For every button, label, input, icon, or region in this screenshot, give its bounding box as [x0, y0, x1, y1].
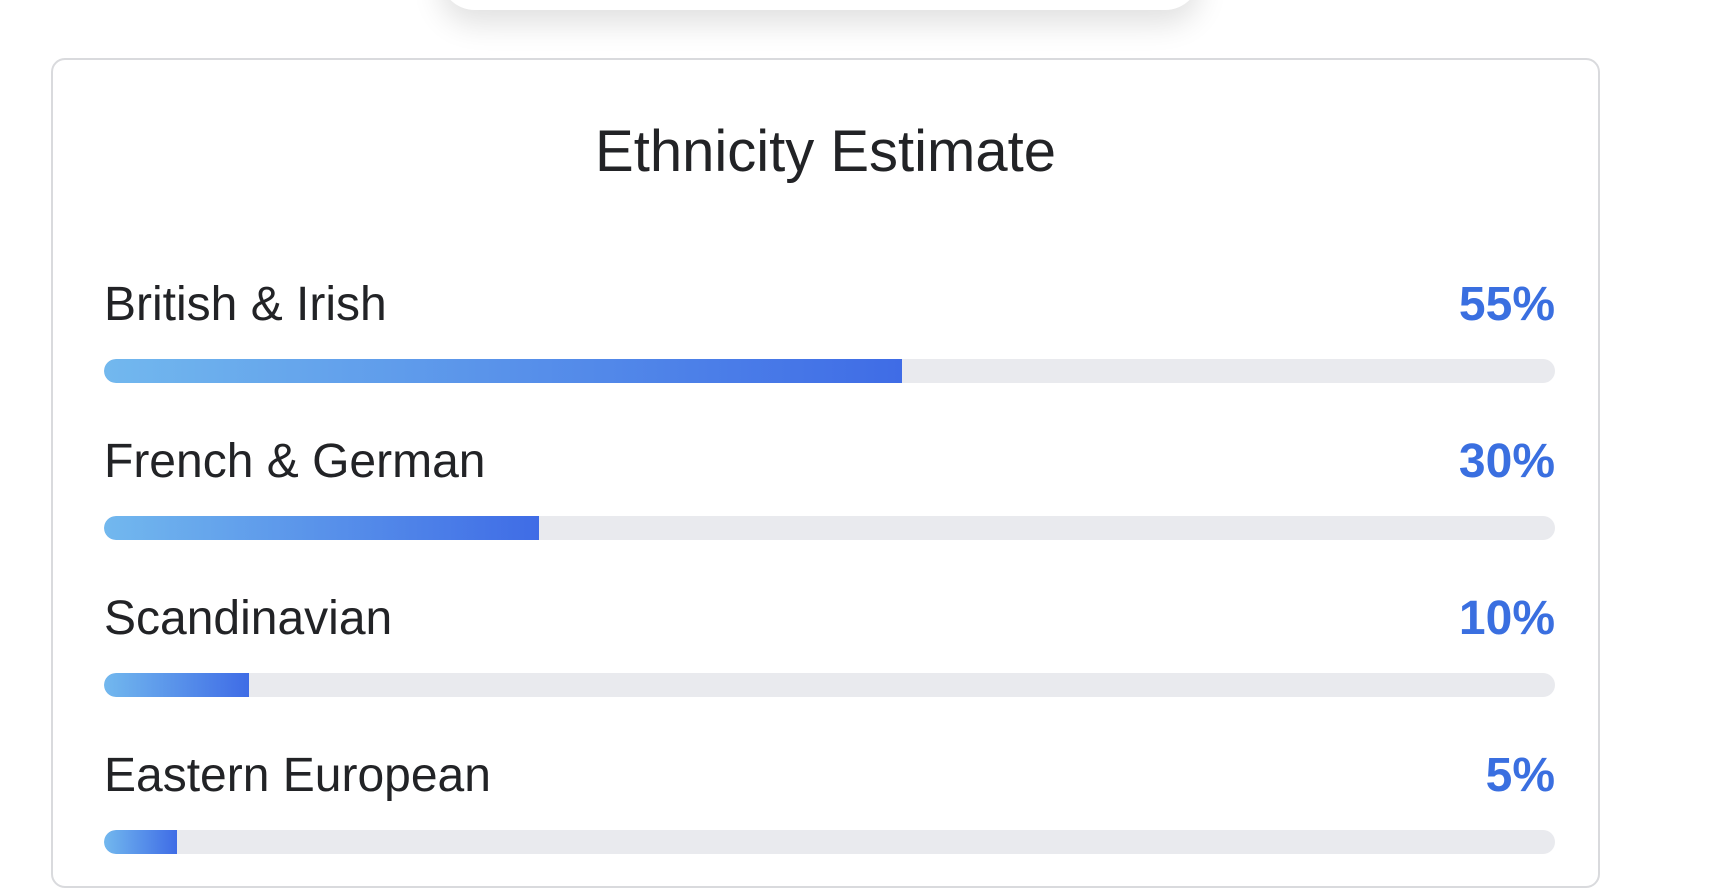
ethnicity-label: Scandinavian: [104, 592, 393, 645]
ethnicity-row-british-irish: British & Irish 55%: [104, 262, 1555, 419]
ethnicity-row-scandinavian: Scandinavian 10%: [104, 576, 1555, 733]
row-header: British & Irish 55%: [104, 262, 1555, 348]
progress-track: [104, 830, 1555, 854]
progress-fill: [104, 359, 903, 383]
card-title: Ethnicity Estimate: [595, 119, 1056, 184]
ethnicity-label: French & German: [104, 435, 486, 488]
ethnicity-row-eastern-european: Eastern European 5%: [104, 733, 1555, 890]
header-shadow: [440, 0, 1200, 10]
row-header: Eastern European 5%: [104, 733, 1555, 819]
row-header: French & German 30%: [104, 419, 1555, 505]
ethnicity-percent: 10%: [1458, 592, 1555, 645]
row-header: Scandinavian 10%: [104, 576, 1555, 662]
ethnicity-list: British & Irish 55% French & German 30% …: [104, 262, 1555, 890]
ethnicity-percent: 5%: [1485, 749, 1555, 802]
ethnicity-label: Eastern European: [104, 749, 491, 802]
progress-track: [104, 673, 1555, 697]
progress-fill: [104, 673, 250, 697]
ethnicity-percent: 55%: [1458, 278, 1555, 331]
progress-fill: [104, 830, 177, 854]
progress-track: [104, 359, 1555, 383]
ethnicity-row-french-german: French & German 30%: [104, 419, 1555, 576]
ethnicity-percent: 30%: [1458, 435, 1555, 488]
progress-fill: [104, 516, 540, 540]
ethnicity-estimate-card: Ethnicity Estimate British & Irish 55% F…: [51, 58, 1600, 888]
progress-track: [104, 516, 1555, 540]
ethnicity-label: British & Irish: [104, 278, 387, 331]
